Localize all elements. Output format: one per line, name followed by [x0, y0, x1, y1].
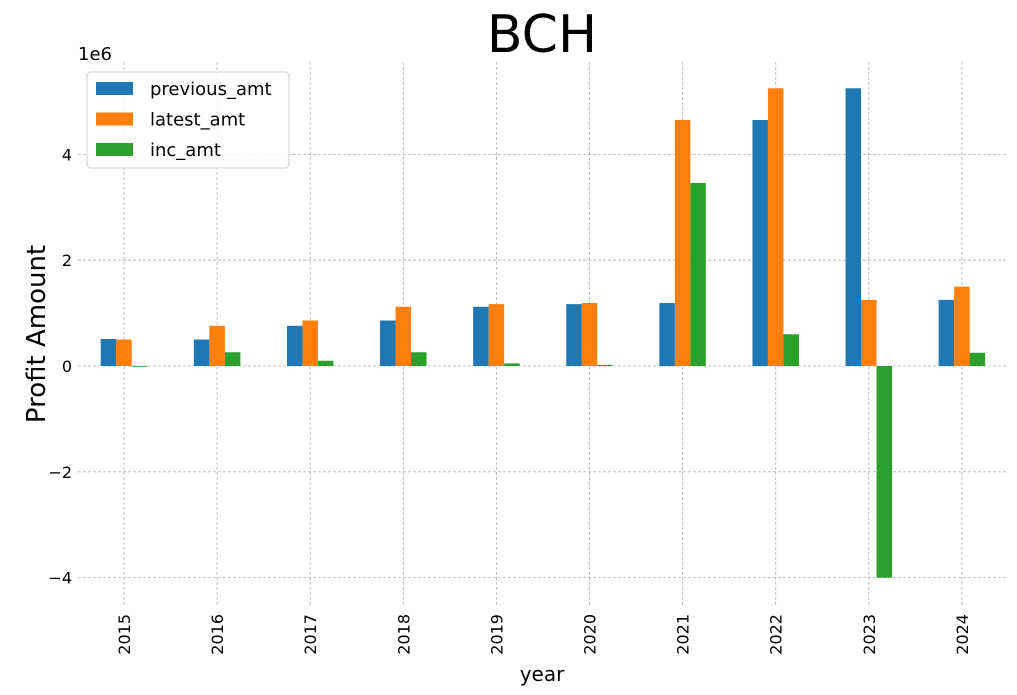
bar-inc_amt-2015: [131, 366, 148, 367]
bar-previous_amt-2019: [473, 306, 489, 366]
x-tick-label: 2023: [860, 614, 879, 655]
bar-previous_amt-2023: [845, 88, 862, 367]
bars: [100, 88, 986, 578]
bar-latest_amt-2024: [954, 286, 970, 366]
x-tick-label: 2020: [581, 614, 600, 655]
bar-latest_amt-2022: [767, 88, 784, 367]
x-tick-label: 2021: [674, 614, 693, 655]
y-tick-label: 4: [62, 145, 72, 164]
x-tick-label: 2018: [394, 614, 413, 655]
bar-latest_amt-2020: [581, 303, 598, 366]
bar-latest_amt-2021: [674, 120, 691, 366]
bar-latest_amt-2023: [861, 299, 877, 366]
bar-previous_amt-2018: [380, 320, 396, 366]
bar-previous_amt-2021: [659, 303, 675, 366]
x-tick-label: 2016: [208, 614, 227, 655]
x-tick-label: 2022: [767, 614, 786, 655]
bar-inc_amt-2020: [597, 364, 613, 366]
bar-inc_amt-2021: [690, 182, 706, 366]
x-tick-labels: 2015 2016 2017 2018 2019 2020 2021 2022 2023 2024: [115, 614, 972, 655]
bar-inc_amt-2019: [504, 363, 520, 366]
y-tick-label: 2: [62, 251, 72, 270]
legend-swatch-latest_amt: [96, 112, 133, 126]
y-tick-labels: −4 −2 0 2 4: [48, 145, 72, 587]
legend-label-previous_amt: previous_amt: [150, 79, 272, 100]
bar-latest_amt-2016: [209, 325, 225, 366]
bar-inc_amt-2023: [876, 366, 893, 578]
y-offset-label: 1e6: [78, 44, 112, 65]
bar-previous_amt-2022: [752, 120, 768, 366]
y-axis-label: Profit Amount: [22, 245, 52, 423]
bar-inc_amt-2024: [969, 352, 986, 366]
bar-previous_amt-2016: [193, 339, 210, 366]
chart-title: BCH: [487, 5, 597, 65]
bar-latest_amt-2018: [395, 306, 412, 366]
x-tick-label: 2015: [115, 614, 134, 655]
x-axis-label: year: [520, 662, 565, 686]
bar-inc_amt-2022: [783, 334, 799, 366]
bar-inc_amt-2017: [317, 360, 334, 366]
y-tick-label: −2: [48, 463, 72, 482]
legend-swatch-previous_amt: [96, 82, 133, 95]
bar-previous_amt-2015: [100, 339, 117, 366]
x-tick-label: 2017: [301, 614, 320, 655]
bar-latest_amt-2017: [302, 320, 318, 366]
bar-inc_amt-2016: [224, 352, 241, 366]
bar-latest_amt-2015: [116, 339, 132, 366]
bar-previous_amt-2017: [286, 325, 303, 366]
y-tick-label: −4: [48, 569, 72, 588]
x-tick-label: 2024: [953, 614, 972, 655]
bar-inc_amt-2018: [411, 352, 427, 366]
legend-swatch-inc_amt: [96, 143, 133, 156]
bar-previous_amt-2024: [938, 299, 955, 366]
legend-box: [86, 71, 290, 169]
x-tick-label: 2019: [487, 614, 506, 655]
bar-previous_amt-2020: [566, 304, 582, 366]
bar-latest_amt-2019: [488, 304, 505, 366]
y-tick-label: 0: [62, 357, 72, 376]
legend-label-inc_amt: inc_amt: [150, 140, 221, 161]
legend-label-latest_amt: latest_amt: [150, 110, 245, 131]
legend: previous_amt latest_amt inc_amt: [86, 71, 290, 169]
